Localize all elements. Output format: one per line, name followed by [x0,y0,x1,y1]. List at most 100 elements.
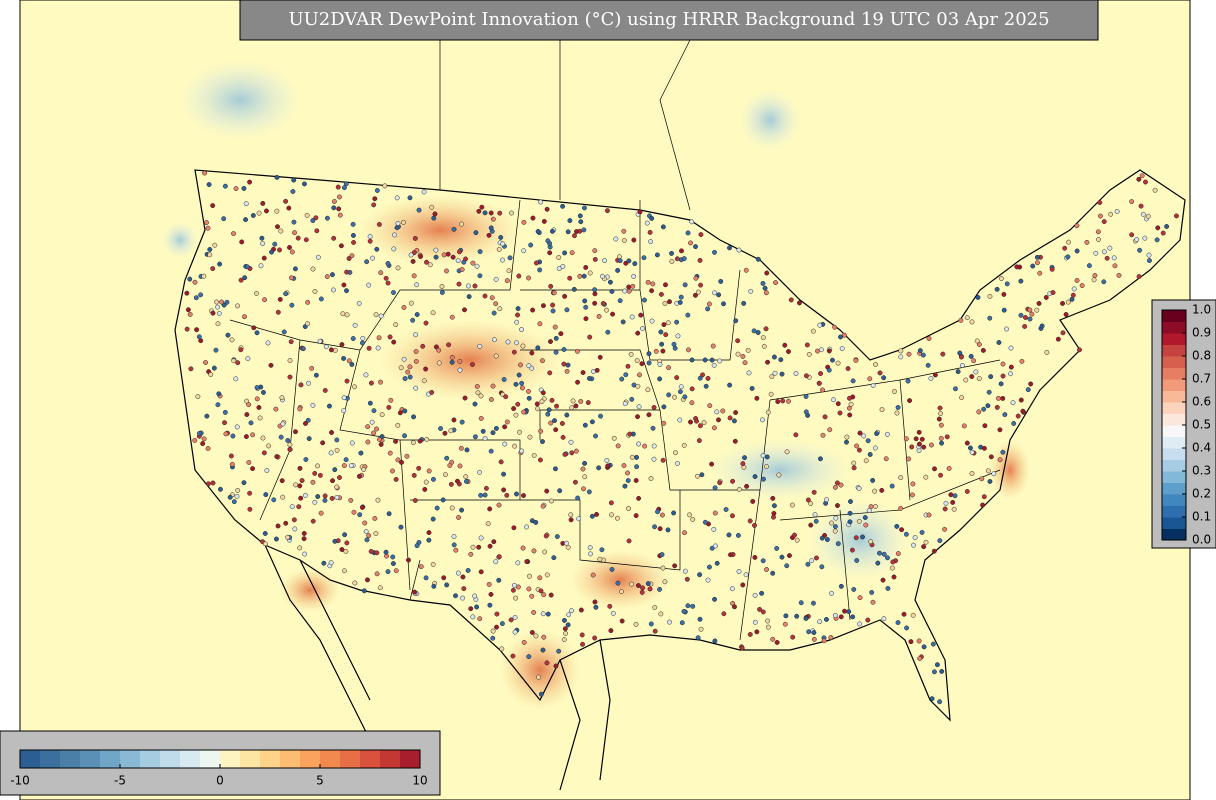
observation-dot [821,638,827,644]
observation-dot [216,310,222,316]
observation-dot [297,465,303,471]
observation-dot [313,215,319,221]
observation-dot [216,391,222,397]
colorbar-segment [1162,436,1186,449]
colorbar-segment [320,750,341,768]
observation-dot [711,425,717,431]
observation-dot [375,345,381,351]
observation-dot [920,352,926,358]
observation-dot [838,583,844,589]
observation-dot [677,417,683,423]
observation-dot [997,457,1003,463]
observation-dot [280,421,286,427]
observation-dot [554,534,560,539]
observation-dot [572,479,578,485]
observation-dot [330,478,335,484]
observation-dot [615,580,621,586]
field-blob [180,60,300,140]
observation-dot [636,495,642,501]
observation-dot [592,257,598,262]
observation-dot [516,372,522,378]
observation-dot [772,370,778,376]
observation-dot [580,466,586,472]
observation-dot [621,463,627,468]
observation-dot [805,561,811,567]
observation-dot [482,492,488,498]
observation-dot [457,367,463,373]
observation-dot [1019,358,1025,364]
observation-dot [350,232,356,238]
observation-dot [898,505,904,511]
observation-dot [1044,349,1050,355]
observation-dot [510,653,516,659]
observation-dot [440,497,446,503]
observation-dot [716,417,721,423]
observation-dot [773,280,779,286]
observation-dot [198,292,204,298]
observation-dot [1093,250,1099,256]
observation-dot [469,362,475,367]
observation-dot [820,387,826,393]
observation-dot [493,353,499,359]
observation-dot [519,380,525,386]
observation-dot [188,366,194,372]
observation-dot [346,256,352,261]
observation-dot [696,438,702,444]
observation-dot [540,503,546,509]
observation-dot [743,572,749,578]
observation-dot [433,344,439,350]
observation-dot [1023,315,1028,320]
observation-dot [610,311,616,317]
observation-dot [215,304,221,310]
observation-dot [903,436,909,442]
observation-dot [826,348,832,354]
observation-dot [1020,408,1026,414]
observation-dot [713,543,718,549]
observation-dot [770,636,776,642]
observation-dot [959,362,965,368]
observation-dot [648,239,654,245]
observation-dot [223,431,229,437]
observation-dot [826,367,832,373]
observation-dot [362,520,368,526]
observation-dot [550,308,556,314]
observation-dot [488,225,494,231]
observation-dot [969,374,975,379]
observation-dot [568,512,574,518]
observation-dot [502,441,508,447]
observation-dot [788,297,794,303]
observation-dot [592,599,598,605]
observation-dot [447,463,453,468]
observation-dot [540,439,545,445]
observation-dot [1114,209,1120,214]
observation-dot [320,440,326,446]
observation-dot [366,282,372,288]
observation-dot [1097,213,1103,219]
observation-dot [305,417,311,423]
observation-dot [192,279,198,285]
observation-dot [681,442,687,448]
observation-dot [531,548,537,554]
observation-dot [498,459,504,465]
observation-dot [272,241,278,247]
observation-dot [556,266,562,272]
observation-dot [844,434,850,440]
observation-dot [277,247,282,253]
observation-dot [853,535,859,541]
colorbar-segment [300,750,321,768]
observation-dot [456,281,462,287]
observation-dot [390,561,396,566]
observation-dot [894,410,900,416]
observation-dot [975,295,981,300]
observation-dot [817,322,823,328]
observation-dot [432,211,438,217]
observation-dot [803,394,809,399]
observation-dot [819,535,825,541]
observation-dot [488,448,494,454]
observation-dot [312,499,318,505]
observation-dot [917,441,922,447]
observation-dot [1160,230,1166,236]
observation-dot [830,357,835,363]
observation-dot [898,348,904,354]
observation-dot [604,208,610,214]
